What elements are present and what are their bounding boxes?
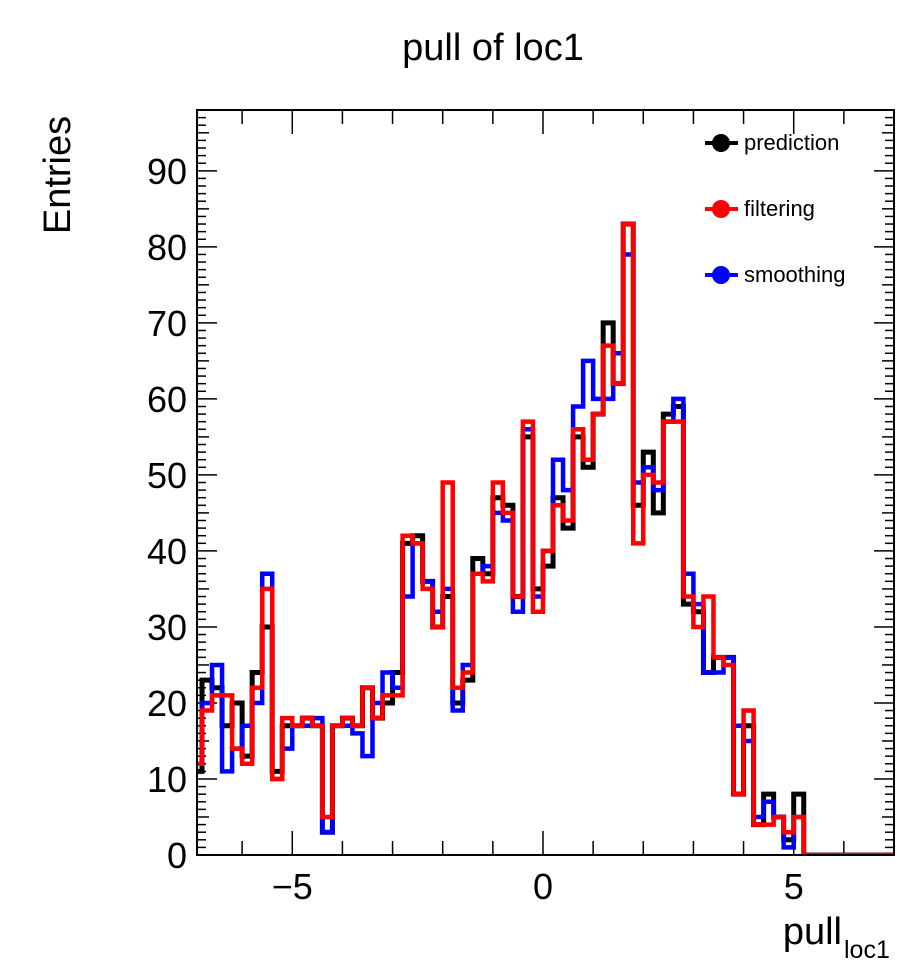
plot-frame — [196, 109, 895, 856]
legend-label-prediction: prediction — [744, 130, 839, 155]
legend-label-smoothing: smoothing — [744, 262, 846, 287]
chart-title: pull of loc1 — [402, 27, 584, 69]
y-tick-label: 80 — [147, 227, 187, 268]
series-line-smoothing — [197, 252, 894, 855]
y-tick-label: 10 — [147, 759, 187, 800]
x-axis-label-main: pull — [783, 911, 842, 953]
legend-marker-prediction — [712, 134, 730, 152]
y-tick-label: 60 — [147, 379, 187, 420]
y-tick-label: 90 — [147, 151, 187, 192]
y-tick-label: 40 — [147, 531, 187, 572]
series-line-filtering — [197, 221, 894, 855]
x-axis-label-subscript: loc1 — [844, 936, 890, 963]
y-tick-label: 20 — [147, 683, 187, 724]
legend: prediction filtering smoothing — [705, 130, 846, 287]
y-axis-ticks: 0 10 20 30 40 50 60 70 80 90 — [147, 109, 894, 876]
y-tick-label: 0 — [167, 835, 187, 876]
x-axis-label: pull — [783, 911, 842, 953]
x-tick-label: 5 — [784, 866, 804, 907]
y-tick-label: 50 — [147, 455, 187, 496]
series-line-prediction — [197, 221, 894, 855]
series-layer — [197, 221, 894, 855]
y-axis-label: Entries — [37, 116, 79, 234]
y-tick-label: 30 — [147, 607, 187, 648]
x-tick-label: −5 — [272, 866, 313, 907]
legend-label-filtering: filtering — [744, 196, 815, 221]
legend-marker-filtering — [712, 200, 730, 218]
x-tick-label: 0 — [533, 866, 553, 907]
y-tick-label: 70 — [147, 303, 187, 344]
legend-marker-smoothing — [712, 266, 730, 284]
x-axis-ticks: −5 0 5 — [241, 110, 895, 907]
